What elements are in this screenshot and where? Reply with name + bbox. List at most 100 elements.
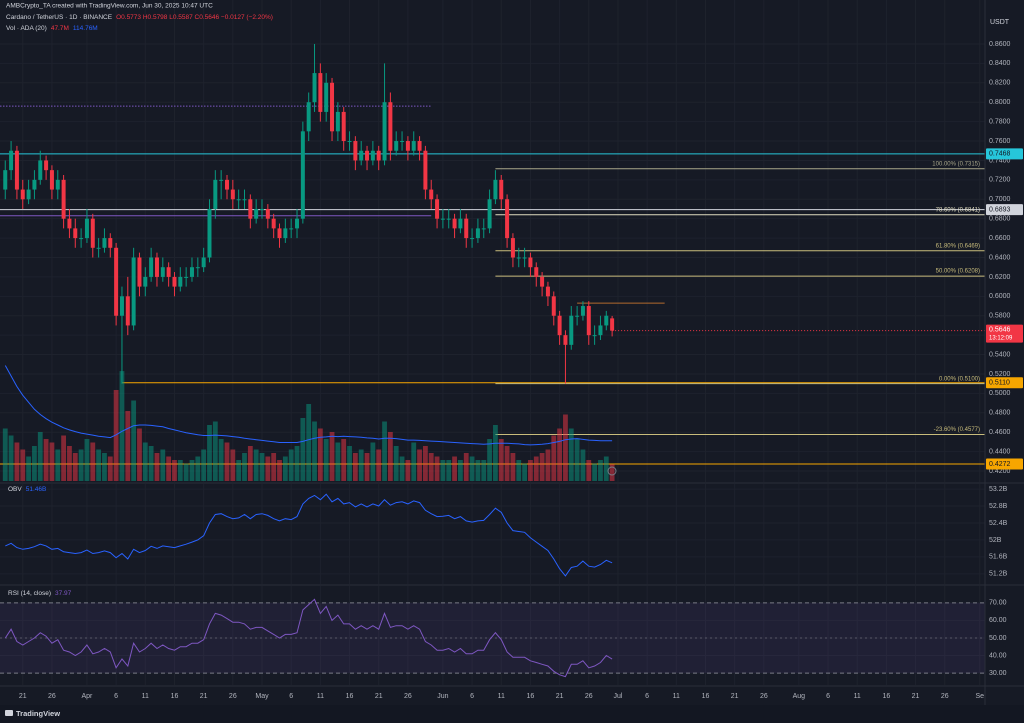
- candle-body: [9, 150, 14, 171]
- candle-body: [522, 257, 527, 259]
- candle-body: [3, 170, 8, 190]
- x-tick-label: 16: [171, 693, 179, 700]
- y-tick-label: 0.7600: [989, 138, 1011, 145]
- candle-body: [569, 315, 574, 345]
- volume-bar: [341, 439, 347, 481]
- candle-body: [487, 199, 492, 229]
- volume-bar: [242, 453, 247, 481]
- x-tick-label: Jun: [437, 693, 448, 700]
- price-line-tag-bg: [986, 204, 1023, 216]
- x-tick-label: 16: [702, 693, 710, 700]
- symbol-line: Cardano / TetherUS · 1D · BINANCE O0.5773…: [6, 14, 273, 21]
- volume-bar: [545, 449, 551, 481]
- candle-body: [67, 218, 72, 229]
- rsi-name: RSI (14, close): [8, 590, 51, 597]
- rsi-title: RSI (14, close) 37.97: [8, 590, 72, 597]
- volume-bar: [405, 460, 411, 481]
- volume-bar: [265, 456, 271, 481]
- volume-bar: [125, 411, 131, 481]
- fib-label: 0.00% (0.5100): [939, 376, 980, 382]
- volume-bar: [172, 460, 177, 481]
- x-tick-label: 26: [229, 693, 237, 700]
- volume-bar: [119, 371, 125, 481]
- x-tick-label: 11: [142, 693, 149, 700]
- volume-bar: [539, 453, 545, 481]
- volume-bar: [224, 442, 230, 481]
- x-tick-label: Se: [975, 693, 984, 700]
- volume-bar: [481, 460, 487, 481]
- candle-body: [353, 141, 358, 161]
- y-tick-label: 0.8000: [989, 99, 1011, 106]
- candle-body: [166, 267, 171, 277]
- candle-body: [470, 238, 475, 240]
- y-tick-label: 52.8B: [989, 503, 1008, 510]
- candle-body: [376, 150, 381, 161]
- volume-bar: [218, 439, 224, 481]
- candle-body: [347, 141, 352, 143]
- fib-label: 50.00% (0.6208): [936, 269, 980, 275]
- candle-body: [575, 315, 580, 317]
- candle-body: [417, 141, 422, 151]
- candle-body: [382, 102, 387, 161]
- volume-bar: [504, 446, 510, 481]
- y-tick-label: 0.6200: [989, 274, 1011, 281]
- y-tick-label: 53.2B: [989, 486, 1008, 493]
- candle-body: [143, 276, 148, 287]
- volume-bar: [271, 453, 277, 481]
- price-line-tag: 0.6893: [989, 206, 1011, 213]
- volume-bar: [166, 456, 172, 481]
- volume-bar: [370, 442, 376, 481]
- volume-bar: [603, 456, 609, 481]
- volume-bar: [592, 463, 598, 481]
- volume-bar: [376, 449, 382, 481]
- candle-body: [306, 102, 311, 132]
- volume-bar: [148, 446, 154, 481]
- candle-body: [73, 228, 78, 239]
- volume-bar: [510, 453, 516, 481]
- volume-bar: [434, 456, 440, 481]
- y-tick-label: 0.5800: [989, 313, 1011, 320]
- candle-body: [172, 276, 177, 287]
- fib-label: 78.60% (0.6841): [936, 207, 980, 213]
- volume-bar: [49, 442, 55, 481]
- volume-bar: [84, 439, 90, 481]
- y-tick-label: 0.8400: [989, 60, 1011, 67]
- candle-body: [254, 208, 259, 219]
- candle-body: [189, 267, 194, 277]
- y-tick-label: 0.7800: [989, 118, 1011, 125]
- volume-bar: [26, 456, 31, 481]
- volume-bar: [364, 453, 370, 481]
- y-tick-label: 0.6800: [989, 216, 1011, 223]
- candle-body: [125, 296, 130, 326]
- y-tick-label: 0.4200: [989, 468, 1011, 475]
- candle-body: [178, 276, 183, 287]
- volume-bar: [563, 414, 568, 481]
- volume-bar: [61, 435, 67, 481]
- volume-bar: [382, 421, 387, 481]
- volume-bar: [195, 456, 201, 481]
- volume-bar: [528, 460, 533, 481]
- candle-body: [289, 228, 294, 230]
- x-tick-label: 16: [882, 693, 890, 700]
- volume-bar: [160, 449, 166, 481]
- volume-bar: [67, 446, 72, 481]
- volume-bar: [14, 442, 20, 481]
- volume-ma-line: [4, 365, 613, 446]
- volume-bar: [154, 453, 160, 481]
- volume-bar: [8, 435, 14, 481]
- y-tick-label: 0.7000: [989, 196, 1011, 203]
- volume-bar: [2, 428, 8, 481]
- y-tick-label: 60.00: [989, 617, 1007, 624]
- volume-bar: [352, 453, 358, 481]
- candle-body: [224, 179, 229, 190]
- replay-icon[interactable]: [607, 466, 617, 476]
- volume-bar: [452, 456, 457, 481]
- volume-bar: [469, 456, 475, 481]
- y-tick-label: 0.4600: [989, 429, 1011, 436]
- candle-body: [283, 228, 288, 239]
- volume-bar: [458, 460, 463, 481]
- candle-body: [505, 199, 510, 239]
- volume-bar: [183, 463, 189, 481]
- volume-bar: [586, 460, 592, 481]
- x-tick-label: 6: [470, 693, 474, 700]
